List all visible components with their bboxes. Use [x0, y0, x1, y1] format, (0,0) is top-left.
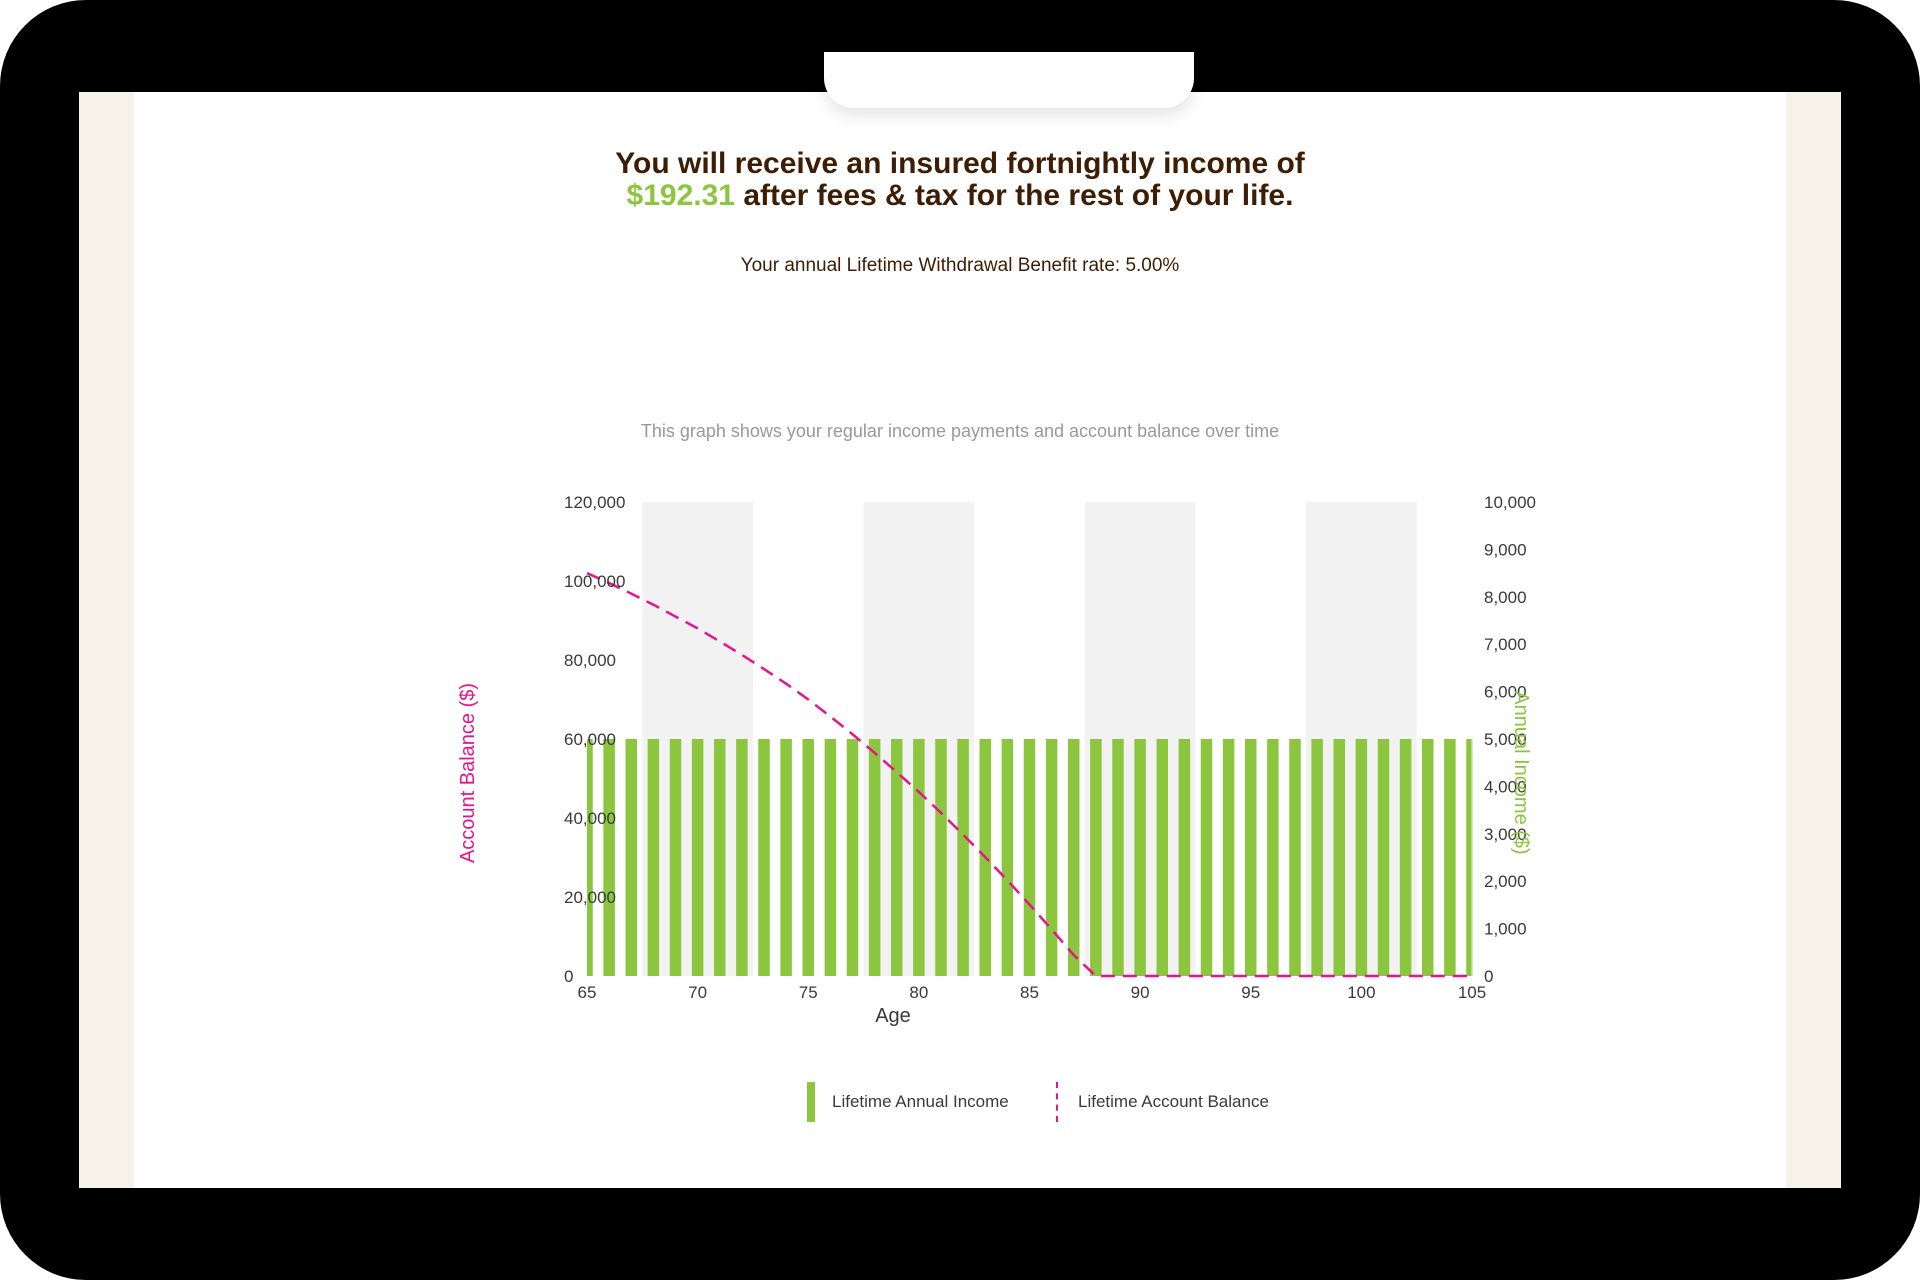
income-bar-89: [1112, 739, 1124, 976]
income-bar-66: [603, 739, 615, 976]
income-headline: You will receive an insured fortnightly …: [134, 148, 1786, 212]
income-swatch-icon: [807, 1082, 815, 1122]
income-bar-103: [1421, 739, 1434, 976]
chart-legend: Lifetime Annual Income Lifetime Account …: [134, 1082, 1786, 1122]
income-bar-76: [824, 739, 837, 976]
y-right-tick-label: 3,000: [1484, 825, 1527, 844]
y-left-tick-label: 40,000: [564, 809, 616, 828]
results-panel: You will receive an insured fortnightly …: [134, 52, 1786, 1188]
y-left-tick-label: 60,000: [564, 730, 616, 749]
income-bar-99: [1333, 739, 1346, 976]
y-left-tick-label: 100,000: [564, 572, 625, 591]
x-tick-label: 100: [1347, 983, 1375, 1002]
x-tick-label: 90: [1131, 983, 1150, 1002]
income-bar-72: [736, 739, 748, 976]
income-bar-97: [1289, 739, 1301, 976]
income-bar-79: [890, 739, 903, 976]
headline-line-2: $192.31 after fees & tax for the rest of…: [134, 180, 1786, 212]
y-right-tick-label: 5,000: [1484, 730, 1527, 749]
x-tick-label: 70: [688, 983, 707, 1002]
y-right-tick-label: 0: [1484, 967, 1493, 986]
y-axis-left-title: Account Balance ($): [457, 683, 479, 863]
income-bar-105: [1466, 739, 1472, 976]
income-bar-77: [846, 739, 859, 976]
income-bar-91: [1156, 739, 1169, 976]
income-bar-94: [1222, 739, 1235, 976]
x-tick-label: 75: [799, 983, 818, 1002]
x-tick-label: 95: [1241, 983, 1260, 1002]
x-tick-label: 85: [1020, 983, 1039, 1002]
income-bar-86: [1045, 739, 1058, 976]
income-bar-95: [1244, 739, 1257, 976]
income-bar-92: [1178, 739, 1191, 976]
legend-item-income[interactable]: Lifetime Annual Income: [807, 1082, 1009, 1122]
income-bar-85: [1023, 739, 1036, 976]
income-bar-65: [587, 739, 593, 976]
legend-item-balance[interactable]: Lifetime Account Balance: [1056, 1082, 1269, 1122]
income-bar-104: [1444, 739, 1456, 976]
screen: You will receive an insured fortnightly …: [79, 52, 1841, 1188]
income-bar-68: [647, 739, 660, 976]
income-bar-71: [713, 739, 726, 976]
income-bar-75: [802, 739, 815, 976]
income-bar-87: [1067, 739, 1080, 976]
x-tick-label: 105: [1458, 983, 1486, 1002]
income-bar-102: [1399, 739, 1412, 976]
y-axis-right-title: Annual Income ($): [1510, 691, 1532, 854]
balance-line: [586, 571, 1472, 978]
y-right-tick-label: 9,000: [1484, 540, 1527, 559]
fortnightly-amount: $192.31: [626, 179, 735, 212]
headline-line-2-text: after fees & tax for the rest of your li…: [734, 179, 1294, 212]
income-bar-74: [780, 739, 792, 976]
y-right-tick-label: 2,000: [1484, 872, 1527, 891]
income-bar-88: [1090, 739, 1102, 976]
y-right-tick-label: 8,000: [1484, 588, 1527, 607]
y-right-tick-label: 10,000: [1484, 493, 1536, 512]
income-bar-81: [935, 739, 947, 976]
headline-line-1: You will receive an insured fortnightly …: [615, 147, 1305, 180]
y-right-tick-label: 1,000: [1484, 920, 1527, 939]
income-bar-84: [1001, 739, 1014, 976]
income-bar-101: [1377, 739, 1390, 976]
y-right-tick-label: 6,000: [1484, 683, 1527, 702]
graph-caption: This graph shows your regular income pay…: [640, 421, 1280, 441]
income-bar-93: [1200, 739, 1213, 976]
top-tab: [824, 52, 1194, 108]
income-bar-73: [758, 739, 770, 976]
income-bar-69: [669, 739, 682, 976]
x-axis-title: Age: [875, 1005, 911, 1027]
balance-swatch-icon: [1056, 1082, 1058, 1122]
y-left-tick-label: 0: [564, 967, 573, 986]
x-tick-label: 65: [578, 983, 597, 1002]
legend-income-label: Lifetime Annual Income: [832, 1092, 1009, 1111]
x-tick-label: 80: [909, 983, 928, 1002]
income-balance-chart: 020,00040,00060,00080,000100,000120,000 …: [457, 493, 1536, 1027]
income-bar-90: [1134, 739, 1146, 976]
y-left-tick-label: 80,000: [564, 651, 616, 670]
y-right-tick-label: 4,000: [1484, 777, 1527, 796]
income-bar-96: [1267, 739, 1279, 976]
y-left-tick-label: 120,000: [564, 493, 625, 512]
y-right-tick-label: 7,000: [1484, 635, 1527, 654]
benefit-rate-text: Your annual Lifetime Withdrawal Benefit …: [740, 255, 1180, 276]
income-bar-70: [691, 739, 704, 976]
y-left-tick-label: 20,000: [564, 888, 616, 907]
income-bar-82: [957, 739, 969, 976]
legend-balance-label: Lifetime Account Balance: [1078, 1092, 1269, 1111]
income-bar-98: [1311, 739, 1323, 976]
income-bar-100: [1355, 739, 1368, 976]
income-bar-78: [868, 739, 881, 976]
income-bar-80: [913, 739, 925, 976]
income-bar-67: [625, 739, 638, 976]
